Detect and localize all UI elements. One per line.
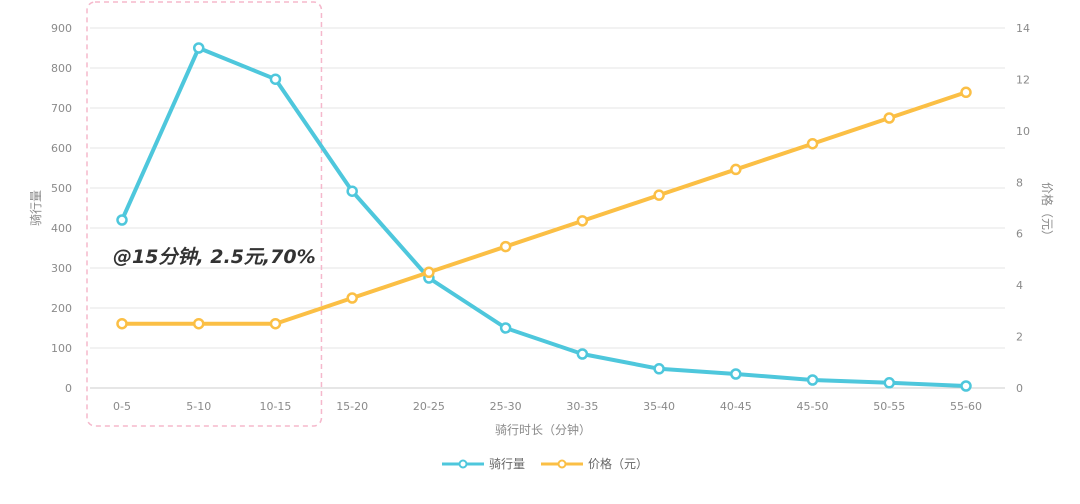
data-point[interactable] [576,348,589,360]
right-tick-label: 10 [1016,125,1030,138]
x-tick-label: 50-55 [873,400,905,413]
x-tick-label: 0-5 [113,400,131,413]
x-tick-label: 45-50 [797,400,829,413]
data-point[interactable] [806,374,819,386]
left-axis-ticks: 0 100 200 300 400 500 600 700 800 900 [51,22,72,395]
annotation-label: @15分钟, 2.5元,70% [113,246,316,268]
right-tick-label: 12 [1016,73,1030,86]
data-point[interactable] [576,215,589,227]
x-tick-label: 10-15 [259,400,291,413]
right-axis-ticks: 0 2 4 6 8 10 12 14 [1016,22,1030,395]
grid-lines [90,27,1005,349]
data-point[interactable] [499,322,512,334]
legend-item-price[interactable]: 价格（元） [541,456,648,471]
data-point[interactable] [192,42,205,54]
right-tick-label: 8 [1016,176,1023,189]
x-tick-label: 20-25 [413,400,445,413]
data-point[interactable] [653,363,665,375]
series-line-1 [120,90,968,326]
data-point[interactable] [269,317,282,330]
legend-label-price: 价格（元） [588,456,648,471]
left-tick-label: 600 [51,142,72,155]
x-tick-label: 30-35 [566,400,598,413]
data-point[interactable] [116,317,128,330]
left-tick-label: 0 [65,382,72,395]
right-tick-label: 14 [1016,22,1030,35]
data-point[interactable] [883,112,896,124]
right-tick-label: 2 [1016,331,1023,344]
x-tick-label: 25-30 [490,400,522,413]
right-tick-label: 6 [1016,228,1023,241]
data-point[interactable] [499,240,512,253]
left-axis-title: 骑行量 [29,190,43,226]
x-tick-label: 5-10 [186,400,211,413]
data-point[interactable] [730,368,742,380]
data-point[interactable] [806,137,819,150]
left-tick-label: 800 [51,62,72,75]
right-axis-title: 价格（元） [1040,182,1055,242]
data-point[interactable] [346,185,358,197]
left-tick-label: 900 [51,22,72,35]
x-tick-label: 15-20 [336,400,368,413]
x-axis-title: 骑行时长（分钟） [495,422,591,437]
data-point[interactable] [730,163,742,176]
legend-label-rides: 骑行量 [489,457,525,471]
data-point[interactable] [423,266,435,279]
legend: 骑行量 价格（元） [442,456,648,471]
left-tick-label: 500 [51,182,72,195]
data-point[interactable] [269,73,282,85]
data-point[interactable] [883,377,896,389]
data-point[interactable] [653,189,665,201]
left-tick-label: 200 [51,302,72,315]
series-line-0 [120,46,968,388]
data-point[interactable] [116,214,128,226]
x-tick-label: 35-40 [643,400,675,413]
data-point[interactable] [960,86,972,99]
left-tick-label: 400 [51,222,72,235]
data-point[interactable] [192,317,205,330]
left-tick-label: 300 [51,262,72,275]
legend-item-rides[interactable]: 骑行量 [442,457,525,471]
x-axis-ticks: 0-5 5-10 10-15 15-20 20-25 25-30 30-35 35-40 40-… [113,400,982,413]
data-point[interactable] [346,292,358,304]
left-tick-label: 100 [51,342,72,355]
right-tick-label: 4 [1016,279,1023,292]
data-point[interactable] [960,380,972,392]
left-tick-label: 700 [51,102,72,115]
x-tick-label: 55-60 [950,400,982,413]
highlight-box [86,1,323,427]
right-tick-label: 0 [1016,382,1023,395]
x-tick-label: 40-45 [720,400,752,413]
series-group [116,42,972,392]
